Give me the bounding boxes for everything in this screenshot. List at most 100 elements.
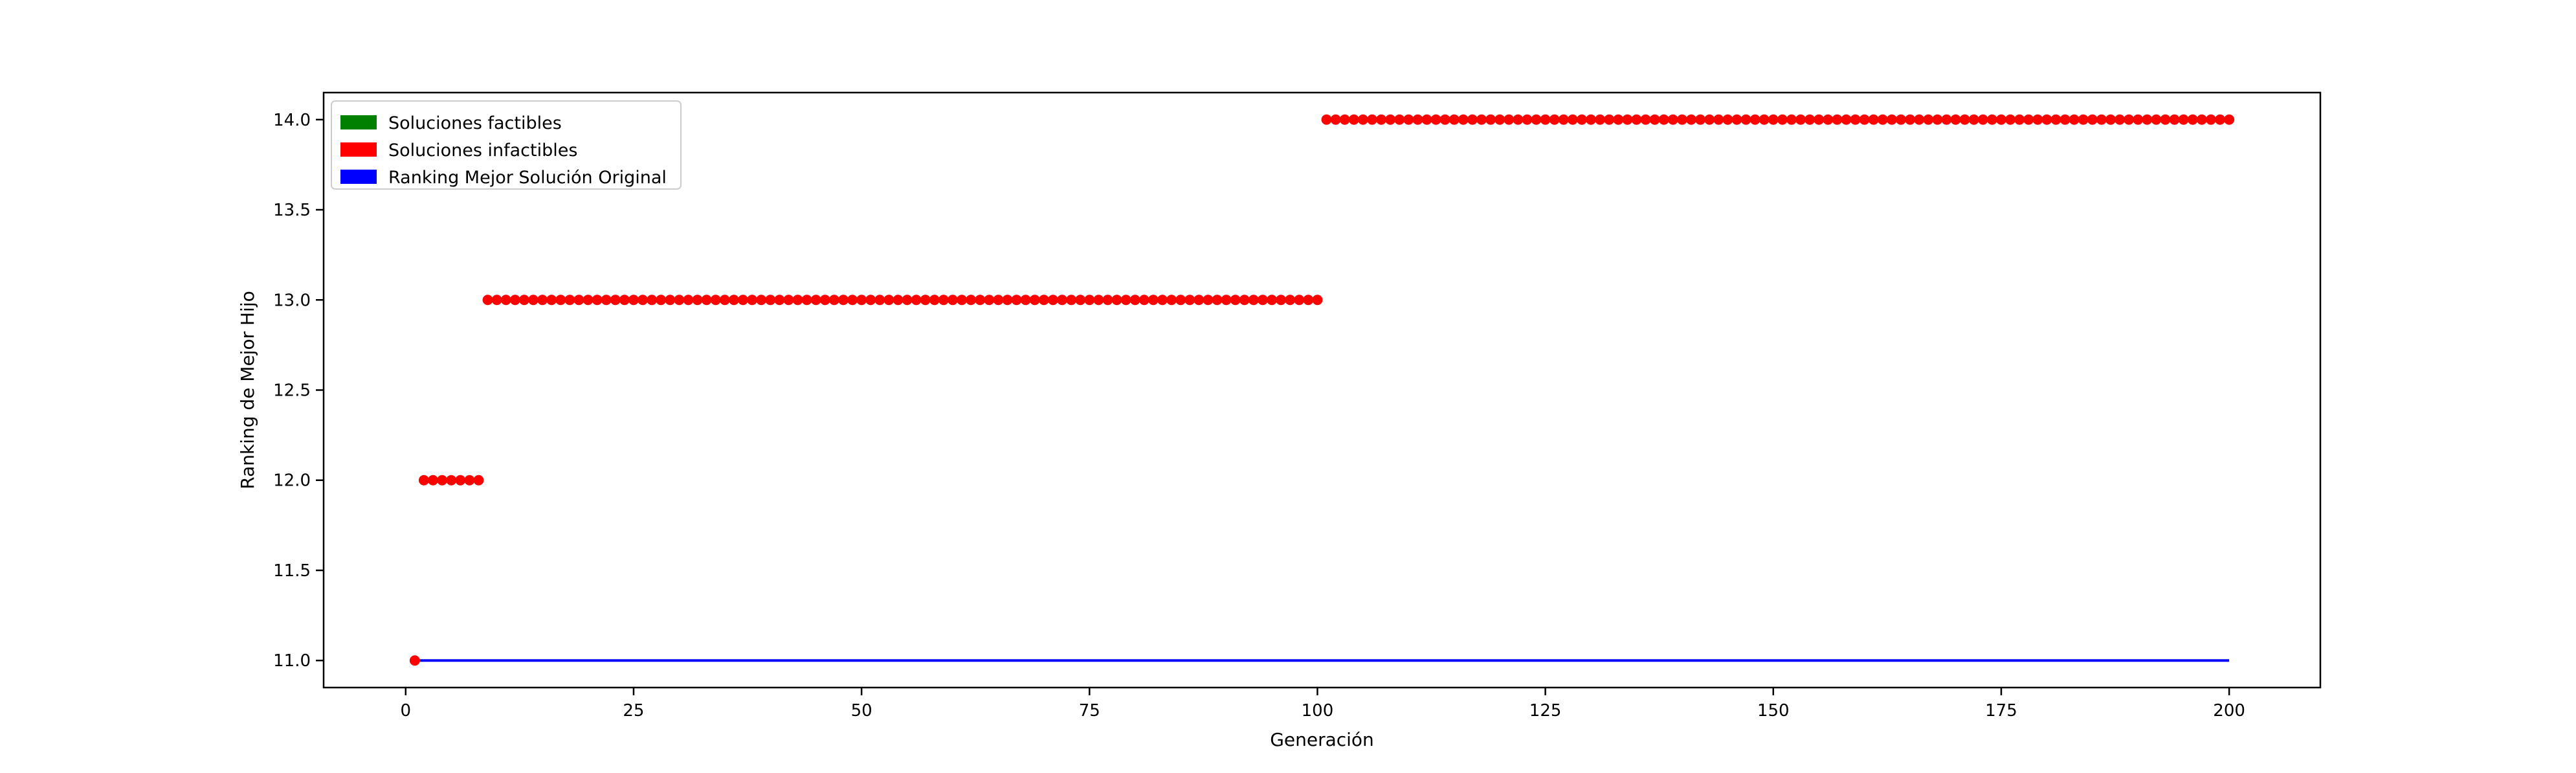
infeasible-point xyxy=(1923,114,1934,125)
x-tick-label: 100 xyxy=(1302,701,1334,721)
infeasible-point xyxy=(2069,114,2080,125)
infeasible-point xyxy=(1749,114,1760,125)
legend-swatch xyxy=(340,170,377,184)
infeasible-point xyxy=(2078,114,2089,125)
infeasible-point xyxy=(1403,114,1414,125)
infeasible-point xyxy=(2205,114,2216,125)
infeasible-point xyxy=(792,295,803,306)
infeasible-point xyxy=(1522,114,1533,125)
infeasible-point xyxy=(2142,114,2153,125)
infeasible-point xyxy=(957,295,968,306)
infeasible-point xyxy=(418,475,429,486)
infeasible-point xyxy=(1504,114,1515,125)
x-tick-label: 125 xyxy=(1529,701,1562,721)
infeasible-point xyxy=(2115,114,2126,125)
infeasible-point xyxy=(564,295,575,306)
infeasible-point xyxy=(1832,114,1843,125)
y-axis-label: Ranking de Mejor Hijo xyxy=(237,291,258,489)
x-axis-label: Generación xyxy=(1270,729,1374,750)
infeasible-point xyxy=(1494,114,1505,125)
infeasible-point xyxy=(975,295,986,306)
infeasible-point xyxy=(1458,114,1469,125)
plot-area xyxy=(409,114,2235,666)
infeasible-point xyxy=(1038,295,1049,306)
infeasible-point xyxy=(1823,114,1834,125)
infeasible-point xyxy=(1513,114,1524,125)
infeasible-point xyxy=(2196,114,2207,125)
infeasible-point xyxy=(993,295,1004,306)
infeasible-point xyxy=(1704,114,1715,125)
infeasible-point xyxy=(1148,295,1159,306)
infeasible-point xyxy=(1995,114,2006,125)
infeasible-point xyxy=(1020,295,1031,306)
infeasible-point xyxy=(719,295,730,306)
infeasible-point xyxy=(491,295,502,306)
infeasible-point xyxy=(1047,295,1058,306)
infeasible-point xyxy=(2124,114,2135,125)
infeasible-point xyxy=(1294,295,1305,306)
infeasible-point xyxy=(1002,295,1013,306)
infeasible-point xyxy=(1376,114,1387,125)
y-tick-label: 13.0 xyxy=(273,291,311,310)
infeasible-point xyxy=(911,295,922,306)
infeasible-point xyxy=(527,295,539,306)
infeasible-point xyxy=(1084,295,1095,306)
y-tick-label: 11.5 xyxy=(273,561,311,581)
legend-label: Soluciones infactibles xyxy=(388,140,577,161)
infeasible-point xyxy=(1804,114,1815,125)
infeasible-point xyxy=(1157,295,1168,306)
infeasible-point xyxy=(628,295,639,306)
infeasible-point xyxy=(1184,295,1195,306)
infeasible-point xyxy=(1321,114,1332,125)
infeasible-point xyxy=(710,295,721,306)
infeasible-point xyxy=(1759,114,1770,125)
infeasible-point xyxy=(1029,295,1040,306)
x-tick-label: 75 xyxy=(1079,701,1100,721)
infeasible-point xyxy=(546,295,557,306)
infeasible-point xyxy=(865,295,876,306)
infeasible-point xyxy=(1485,114,1496,125)
infeasible-point xyxy=(1686,114,1697,125)
infeasible-point xyxy=(1604,114,1615,125)
infeasible-point xyxy=(1713,114,1724,125)
infeasible-point xyxy=(1941,114,1952,125)
infeasible-point xyxy=(1138,295,1149,306)
infeasible-point xyxy=(1449,114,1460,125)
infeasible-point xyxy=(2105,114,2116,125)
infeasible-point xyxy=(1129,295,1140,306)
infeasible-point xyxy=(1631,114,1642,125)
infeasible-point xyxy=(701,295,712,306)
infeasible-point xyxy=(1285,295,1296,306)
infeasible-point xyxy=(1567,114,1578,125)
infeasible-point xyxy=(1203,295,1214,306)
infeasible-point xyxy=(783,295,794,306)
infeasible-point xyxy=(1357,114,1368,125)
infeasible-point xyxy=(1731,114,1742,125)
infeasible-point xyxy=(747,295,758,306)
infeasible-point xyxy=(482,295,493,306)
y-tick-label: 12.0 xyxy=(273,471,311,491)
infeasible-point xyxy=(1248,295,1259,306)
infeasible-point xyxy=(728,295,739,306)
infeasible-point xyxy=(1366,114,1377,125)
infeasible-point xyxy=(601,295,612,306)
infeasible-point xyxy=(1267,295,1278,306)
infeasible-point xyxy=(2133,114,2144,125)
infeasible-point xyxy=(2032,114,2043,125)
infeasible-point xyxy=(1531,114,1542,125)
infeasible-point xyxy=(801,295,812,306)
infeasible-point xyxy=(1011,295,1022,306)
infeasible-point xyxy=(1859,114,1870,125)
infeasible-point xyxy=(966,295,977,306)
infeasible-point xyxy=(518,295,529,306)
infeasible-point xyxy=(929,295,940,306)
infeasible-point xyxy=(1476,114,1487,125)
infeasible-point xyxy=(1175,295,1186,306)
infeasible-point xyxy=(2041,114,2052,125)
infeasible-point xyxy=(1212,295,1223,306)
infeasible-point xyxy=(1111,295,1122,306)
infeasible-point xyxy=(555,295,566,306)
infeasible-point xyxy=(1986,114,1997,125)
infeasible-point xyxy=(810,295,821,306)
infeasible-point xyxy=(1658,114,1669,125)
